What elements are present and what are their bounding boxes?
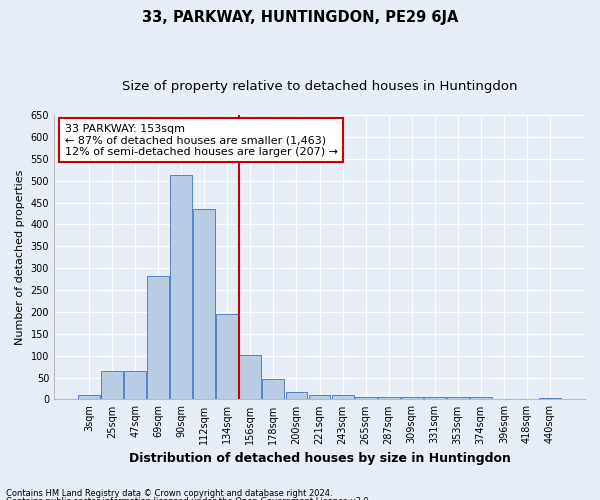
Bar [539,398,561,400]
Bar [424,397,446,400]
Bar [286,392,307,400]
Text: 33, PARKWAY, HUNTINGDON, PE29 6JA: 33, PARKWAY, HUNTINGDON, PE29 6JA [142,10,458,25]
Title: Size of property relative to detached houses in Huntingdon: Size of property relative to detached ho… [122,80,517,93]
Bar [239,355,262,400]
Text: Contains public sector information licensed under the Open Government Licence v3: Contains public sector information licen… [6,498,371,500]
Bar [147,276,169,400]
Bar [124,371,146,400]
Bar [262,380,284,400]
Bar [332,396,353,400]
Bar [78,395,100,400]
Bar [377,397,400,400]
Bar [447,397,469,400]
Text: Contains HM Land Registry data © Crown copyright and database right 2024.: Contains HM Land Registry data © Crown c… [6,488,332,498]
Text: 33 PARKWAY: 153sqm
← 87% of detached houses are smaller (1,463)
12% of semi-deta: 33 PARKWAY: 153sqm ← 87% of detached hou… [65,124,338,156]
Bar [193,209,215,400]
Bar [217,314,238,400]
Bar [470,397,492,400]
Bar [101,371,123,400]
Bar [308,394,331,400]
X-axis label: Distribution of detached houses by size in Huntingdon: Distribution of detached houses by size … [128,452,511,465]
Y-axis label: Number of detached properties: Number of detached properties [15,170,25,345]
Bar [401,397,422,400]
Bar [170,176,192,400]
Bar [355,397,377,400]
